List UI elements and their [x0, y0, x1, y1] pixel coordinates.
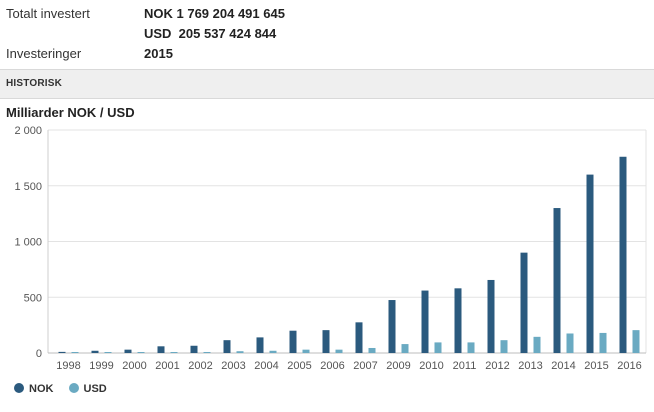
- bar-usd-2002: [203, 351, 211, 353]
- x-tick-label: 1999: [89, 360, 113, 372]
- x-tick-label: 2001: [155, 360, 179, 372]
- bar-usd-2015: [599, 332, 607, 353]
- x-tick-label: 1998: [56, 360, 80, 372]
- legend-swatch-nok: [14, 383, 24, 393]
- bar-usd-2012: [500, 340, 508, 353]
- bar-usd-1999: [104, 352, 112, 353]
- summary-panel: Totalt investert NOK 1 769 204 491 645 U…: [6, 4, 654, 64]
- bar-usd-2006: [335, 349, 343, 353]
- investments-row: Investeringer 2015: [6, 44, 654, 64]
- chart-title: Milliarder NOK / USD: [6, 105, 135, 120]
- bar-usd-1998: [71, 352, 79, 353]
- y-tick-label: 500: [24, 292, 42, 304]
- investments-value: 2015: [144, 46, 173, 61]
- legend-item-nok[interactable]: NOK: [14, 383, 53, 395]
- bar-chart: 0 500 1 000 1 500 2 000 1998 1999 2000 2001 2002 2…: [14, 125, 647, 372]
- bar-nok-2011: [454, 288, 462, 353]
- bar-nok-2002: [190, 345, 198, 353]
- x-tick-label: 2010: [419, 360, 443, 372]
- investments-label: Investeringer: [6, 46, 82, 61]
- section-title: HISTORISK: [6, 78, 63, 89]
- legend-swatch-usd: [68, 383, 79, 393]
- bar-nok-2001: [157, 346, 165, 353]
- bar-nok-2006: [322, 330, 330, 353]
- bar-usd-2010: [434, 342, 442, 353]
- bar-usd-2013: [533, 336, 541, 353]
- bar-nok-1998: [58, 351, 66, 353]
- bar-usd-2009: [401, 344, 409, 353]
- x-tick-label: 2006: [320, 360, 344, 372]
- chart-legend: NOK USD: [14, 383, 119, 395]
- bar-nok-2007: [355, 322, 363, 353]
- bar-nok-2005: [289, 330, 297, 353]
- legend-label-usd: USD: [83, 383, 107, 395]
- y-tick-label: 0: [36, 348, 42, 360]
- bar-usd-2014: [566, 333, 574, 353]
- bar-nok-2015: [586, 174, 594, 353]
- legend-item-usd[interactable]: USD: [68, 383, 107, 395]
- y-tick-label: 1 500: [14, 181, 42, 193]
- x-tick-label: 2003: [221, 360, 245, 372]
- bar-nok-2004: [256, 337, 264, 353]
- legend-label-nok: NOK: [29, 383, 54, 395]
- x-tick-label: 2000: [122, 360, 146, 372]
- bar-nok-2014: [553, 208, 561, 353]
- x-tick-label: 2012: [485, 360, 509, 372]
- x-tick-label: 2004: [254, 360, 278, 372]
- bar-nok-2012: [487, 279, 495, 353]
- x-tick-label: 2009: [386, 360, 410, 372]
- total-usd-value: USD 205 537 424 844: [144, 26, 277, 41]
- section-header: HISTORISK: [0, 69, 654, 99]
- bar-usd-2003: [236, 351, 244, 353]
- y-tick-label: 1 000: [14, 237, 42, 249]
- bar-usd-2016: [632, 330, 640, 353]
- bar-usd-2011: [467, 342, 475, 353]
- total-label: Totalt investert: [6, 6, 90, 21]
- bar-nok-2000: [124, 349, 132, 353]
- x-tick-label: 2016: [617, 360, 641, 372]
- bar-nok-2013: [520, 252, 528, 353]
- x-tick-label: 2015: [584, 360, 608, 372]
- total-usd-row: USD 205 537 424 844: [6, 24, 654, 44]
- bar-usd-2004: [269, 350, 277, 353]
- bar-usd-2001: [170, 352, 178, 353]
- total-nok-value: NOK 1 769 204 491 645: [144, 6, 285, 21]
- y-tick-label: 2 000: [14, 125, 42, 137]
- x-tick-label: 2007: [353, 360, 377, 372]
- bar-nok-2016: [619, 156, 627, 353]
- x-tick-label: 2014: [551, 360, 575, 372]
- bar-usd-2005: [302, 349, 310, 353]
- total-nok-row: Totalt investert NOK 1 769 204 491 645: [6, 4, 654, 24]
- bar-nok-2010: [421, 290, 429, 353]
- bar-nok-2009: [388, 300, 396, 353]
- bar-usd-2000: [137, 352, 145, 353]
- x-tick-label: 2005: [287, 360, 311, 372]
- x-tick-label: 2013: [518, 360, 542, 372]
- bar-nok-1999: [91, 350, 99, 353]
- x-tick-label: 2002: [188, 360, 212, 372]
- bar-nok-2003: [223, 340, 231, 353]
- x-tick-label: 2011: [453, 360, 477, 372]
- bar-usd-2007: [368, 347, 376, 353]
